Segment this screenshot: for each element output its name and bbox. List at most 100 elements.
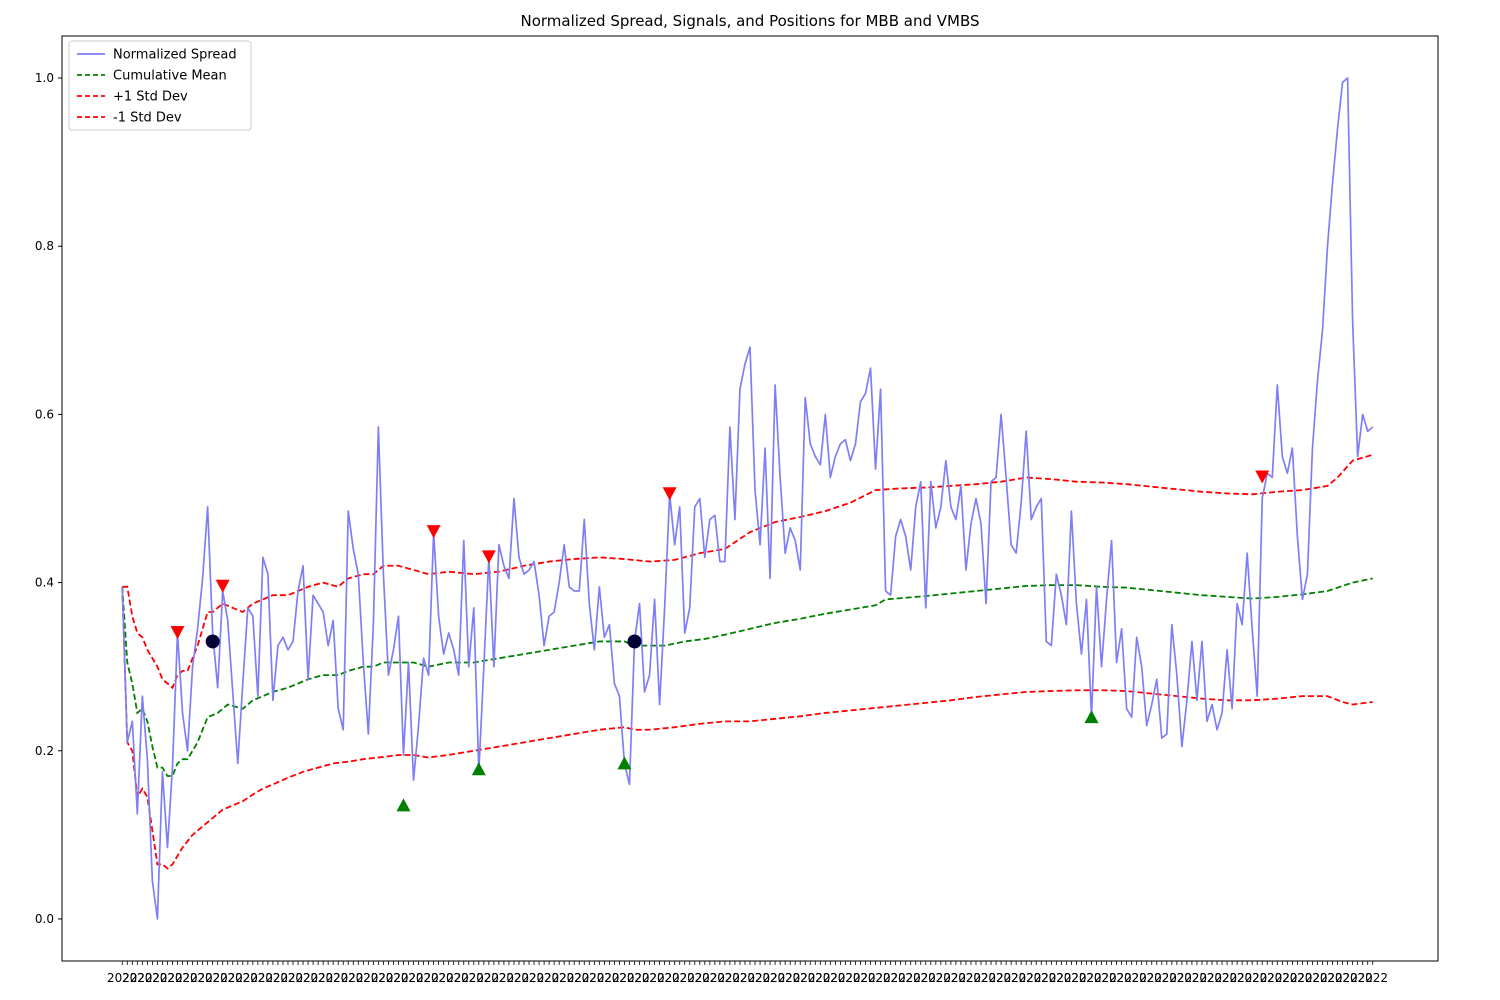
x-tick-label: 2022 xyxy=(484,971,515,985)
x-tick-label: 2022 xyxy=(243,971,274,985)
x-tick-label: 2022 xyxy=(1101,971,1132,985)
series-group xyxy=(121,77,1374,920)
x-tick-label: 2022 xyxy=(845,971,876,985)
x-tick-label: 2022 xyxy=(258,971,289,985)
x-tick-label: 2022 xyxy=(514,971,545,985)
x-tick-label: 2022 xyxy=(197,971,228,985)
legend-entry-normalized-spread: Normalized Spread xyxy=(113,48,237,63)
x-tick-label: 2022 xyxy=(107,971,138,985)
x-tick-label: 2022 xyxy=(664,971,695,985)
axes-frame xyxy=(61,35,1439,962)
legend-entry-minus-1-std-dev: -1 Std Dev xyxy=(113,111,182,126)
x-tick-label: 2022 xyxy=(785,971,816,985)
x-tick-label: 2022 xyxy=(228,971,259,985)
x-tick-label: 2022 xyxy=(212,971,243,985)
x-tick-label: 2022 xyxy=(469,971,500,985)
x-tick-label: 2022 xyxy=(800,971,831,985)
x-tick-label: 2022 xyxy=(1041,971,1072,985)
x-tick-label: 2022 xyxy=(1056,971,1087,985)
y-tick-label: 0.8 xyxy=(35,239,54,253)
x-tick-label: 2022 xyxy=(1327,971,1358,985)
x-tick-label: 2022 xyxy=(1267,971,1298,985)
x-tick-label: 2022 xyxy=(951,971,982,985)
x-tick-label: 2022 xyxy=(574,971,605,985)
x-tick-label: 2022 xyxy=(408,971,439,985)
series-minus-1-std-dev xyxy=(121,586,1373,870)
x-tick-label: 2022 xyxy=(1222,971,1253,985)
series-plus-1-std-dev xyxy=(122,453,1373,690)
x-tick-label: 2022 xyxy=(1071,971,1102,985)
short-signal-marker xyxy=(215,579,230,593)
x-axis: 2022202220222022202220222022202220222022… xyxy=(107,961,1388,985)
chart-title: Normalized Spread, Signals, and Position… xyxy=(520,12,979,30)
x-tick-label: 2022 xyxy=(966,971,997,985)
x-tick-label: 2022 xyxy=(1297,971,1328,985)
x-tick-label: 2022 xyxy=(1207,971,1238,985)
y-tick-label: 0.0 xyxy=(35,912,54,926)
x-tick-label: 2022 xyxy=(378,971,409,985)
y-tick-label: 0.6 xyxy=(35,407,54,421)
x-tick-label: 2022 xyxy=(770,971,801,985)
short-signal-marker xyxy=(662,487,677,501)
series-cumulative-mean xyxy=(121,577,1373,777)
x-tick-label: 2022 xyxy=(1282,971,1313,985)
x-tick-label: 2022 xyxy=(1357,971,1388,985)
x-tick-label: 2022 xyxy=(875,971,906,985)
x-tick-label: 2022 xyxy=(604,971,635,985)
x-tick-label: 2022 xyxy=(1192,971,1223,985)
x-tick-label: 2022 xyxy=(1147,971,1178,985)
x-tick-label: 2022 xyxy=(755,971,786,985)
x-tick-label: 2022 xyxy=(273,971,304,985)
legend-entry-cumulative-mean: Cumulative Mean xyxy=(113,69,227,84)
legend-box xyxy=(68,40,252,131)
series-normalized-spread xyxy=(121,77,1374,920)
x-tick-label: 2022 xyxy=(710,971,741,985)
x-tick-label: 2022 xyxy=(830,971,861,985)
x-tick-label: 2022 xyxy=(695,971,726,985)
x-tick-label: 2022 xyxy=(529,971,560,985)
short-signal-marker xyxy=(1255,470,1270,484)
x-tick-label: 2022 xyxy=(182,971,213,985)
exit-point-marker xyxy=(205,634,220,649)
x-tick-label: 2022 xyxy=(544,971,575,985)
x-tick-label: 2022 xyxy=(860,971,891,985)
x-tick-label: 2022 xyxy=(1342,971,1373,985)
x-tick-label: 2022 xyxy=(634,971,665,985)
x-tick-label: 2022 xyxy=(152,971,183,985)
long-signal-marker xyxy=(1084,710,1099,724)
x-tick-label: 2022 xyxy=(589,971,620,985)
x-tick-label: 2022 xyxy=(1177,971,1208,985)
x-tick-label: 2022 xyxy=(559,971,590,985)
short-signal-marker xyxy=(426,525,441,539)
long-signal-marker xyxy=(617,756,632,770)
x-tick-label: 2022 xyxy=(905,971,936,985)
x-tick-label: 2022 xyxy=(1237,971,1268,985)
x-tick-label: 2022 xyxy=(1312,971,1343,985)
y-tick-label: 1.0 xyxy=(35,71,54,85)
x-tick-label: 2022 xyxy=(1026,971,1057,985)
x-tick-label: 2022 xyxy=(996,971,1027,985)
x-tick-label: 2022 xyxy=(333,971,364,985)
x-tick-label: 2022 xyxy=(649,971,680,985)
short-signal-marker xyxy=(481,550,496,564)
y-tick-label: 0.2 xyxy=(35,744,54,758)
x-tick-label: 2022 xyxy=(122,971,153,985)
x-tick-label: 2022 xyxy=(423,971,454,985)
x-tick-label: 2022 xyxy=(363,971,394,985)
legend-entry-plus-1-std-dev: +1 Std Dev xyxy=(113,90,188,105)
plot-area xyxy=(61,35,1439,962)
long-signal-marker xyxy=(396,798,411,812)
x-tick-label: 2022 xyxy=(619,971,650,985)
x-tick-label: 2022 xyxy=(1116,971,1147,985)
x-tick-label: 2022 xyxy=(499,971,530,985)
y-tick-label: 0.4 xyxy=(35,576,54,590)
x-tick-label: 2022 xyxy=(921,971,952,985)
x-tick-label: 2022 xyxy=(740,971,771,985)
long-signal-marker xyxy=(471,762,486,776)
x-tick-label: 2022 xyxy=(1086,971,1117,985)
x-tick-label: 2022 xyxy=(1011,971,1042,985)
x-tick-label: 2022 xyxy=(348,971,379,985)
short-signal-marker xyxy=(170,626,185,640)
x-tick-label: 2022 xyxy=(318,971,349,985)
